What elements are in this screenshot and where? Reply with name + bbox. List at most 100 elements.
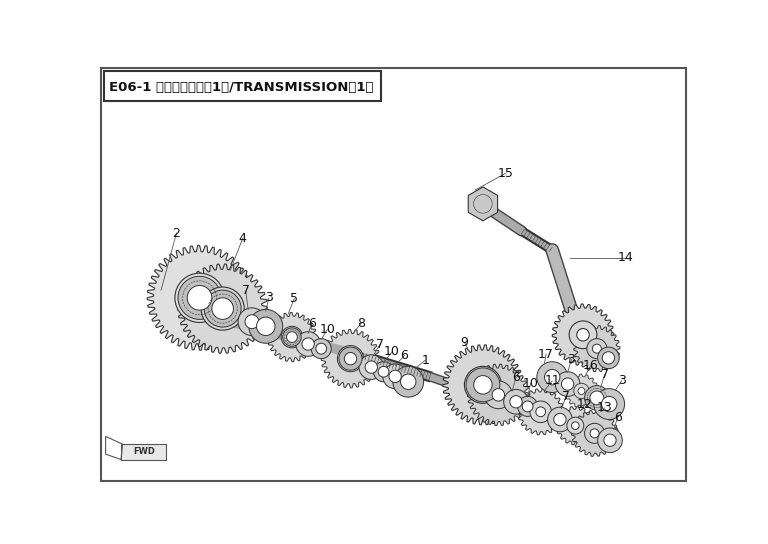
Circle shape — [571, 422, 579, 429]
Circle shape — [382, 364, 408, 388]
Text: 1: 1 — [421, 354, 429, 367]
Circle shape — [296, 332, 320, 356]
Circle shape — [188, 287, 210, 309]
Circle shape — [286, 332, 297, 343]
Polygon shape — [147, 245, 252, 350]
Text: 4: 4 — [239, 232, 247, 245]
Circle shape — [561, 378, 574, 390]
Circle shape — [201, 287, 244, 330]
Text: 14: 14 — [617, 251, 634, 264]
Text: 3: 3 — [568, 353, 575, 366]
FancyBboxPatch shape — [101, 69, 686, 481]
Circle shape — [567, 417, 584, 434]
Circle shape — [175, 273, 224, 323]
Circle shape — [537, 362, 568, 393]
Text: 6: 6 — [614, 411, 621, 424]
Text: 6: 6 — [400, 349, 409, 362]
Circle shape — [401, 374, 416, 390]
Circle shape — [518, 397, 538, 416]
Circle shape — [492, 388, 505, 401]
Text: 7: 7 — [562, 390, 570, 403]
Polygon shape — [564, 374, 598, 408]
Polygon shape — [468, 187, 498, 221]
Text: 8: 8 — [357, 317, 366, 330]
Circle shape — [337, 345, 363, 372]
Circle shape — [510, 395, 522, 408]
Circle shape — [592, 344, 601, 353]
Circle shape — [578, 387, 585, 394]
Circle shape — [213, 299, 233, 318]
Circle shape — [536, 407, 545, 417]
Circle shape — [504, 390, 528, 414]
Polygon shape — [121, 444, 166, 460]
Circle shape — [339, 347, 362, 370]
Text: FWD: FWD — [133, 447, 155, 456]
Polygon shape — [518, 389, 564, 435]
Circle shape — [590, 429, 599, 438]
Circle shape — [466, 368, 500, 402]
Polygon shape — [556, 406, 594, 445]
Circle shape — [522, 401, 533, 412]
Polygon shape — [321, 329, 379, 388]
Circle shape — [283, 328, 301, 347]
Polygon shape — [443, 345, 523, 425]
Polygon shape — [178, 264, 267, 353]
Circle shape — [598, 347, 619, 369]
Circle shape — [281, 326, 303, 348]
Circle shape — [577, 329, 589, 341]
Circle shape — [389, 370, 402, 382]
Circle shape — [316, 343, 326, 354]
Circle shape — [378, 366, 389, 377]
Circle shape — [474, 375, 492, 394]
Circle shape — [465, 366, 502, 403]
Text: 7: 7 — [242, 285, 250, 298]
Circle shape — [574, 384, 589, 399]
Circle shape — [474, 195, 492, 213]
Text: 12: 12 — [577, 398, 592, 411]
Polygon shape — [574, 326, 620, 372]
Polygon shape — [552, 304, 614, 366]
Text: 7: 7 — [376, 338, 384, 351]
Circle shape — [598, 428, 622, 453]
Circle shape — [569, 321, 597, 349]
Circle shape — [249, 310, 283, 343]
Circle shape — [485, 381, 512, 409]
Circle shape — [311, 338, 331, 358]
Circle shape — [601, 397, 617, 412]
Circle shape — [554, 413, 566, 425]
Circle shape — [392, 366, 424, 397]
Text: 3: 3 — [265, 292, 273, 304]
Circle shape — [178, 276, 221, 319]
Text: 7: 7 — [601, 368, 608, 381]
Circle shape — [530, 401, 551, 423]
Circle shape — [245, 315, 259, 329]
Circle shape — [548, 407, 572, 432]
Circle shape — [212, 298, 233, 319]
Circle shape — [373, 362, 393, 382]
Circle shape — [302, 338, 314, 350]
Text: 15: 15 — [498, 166, 514, 180]
Polygon shape — [468, 364, 529, 425]
Text: 3: 3 — [617, 374, 625, 387]
Polygon shape — [571, 410, 617, 456]
Text: 11: 11 — [545, 374, 560, 387]
Circle shape — [345, 353, 356, 364]
Text: 17: 17 — [538, 348, 554, 361]
Circle shape — [584, 386, 609, 410]
Circle shape — [584, 423, 604, 443]
Text: 9: 9 — [461, 336, 468, 349]
Circle shape — [365, 361, 377, 373]
Circle shape — [257, 317, 275, 336]
Circle shape — [475, 376, 492, 393]
Text: 10: 10 — [384, 345, 400, 358]
Text: E06-1 换档变速系统（1）/TRANSMISSION（1）: E06-1 换档变速系统（1）/TRANSMISSION（1） — [110, 81, 374, 94]
Text: 5: 5 — [290, 292, 298, 305]
Circle shape — [602, 352, 614, 364]
Circle shape — [587, 338, 607, 358]
Text: 6: 6 — [512, 370, 520, 384]
Text: 10: 10 — [523, 377, 538, 390]
Circle shape — [555, 372, 580, 397]
Circle shape — [187, 286, 212, 310]
Text: 13: 13 — [597, 401, 612, 415]
Circle shape — [590, 391, 604, 405]
